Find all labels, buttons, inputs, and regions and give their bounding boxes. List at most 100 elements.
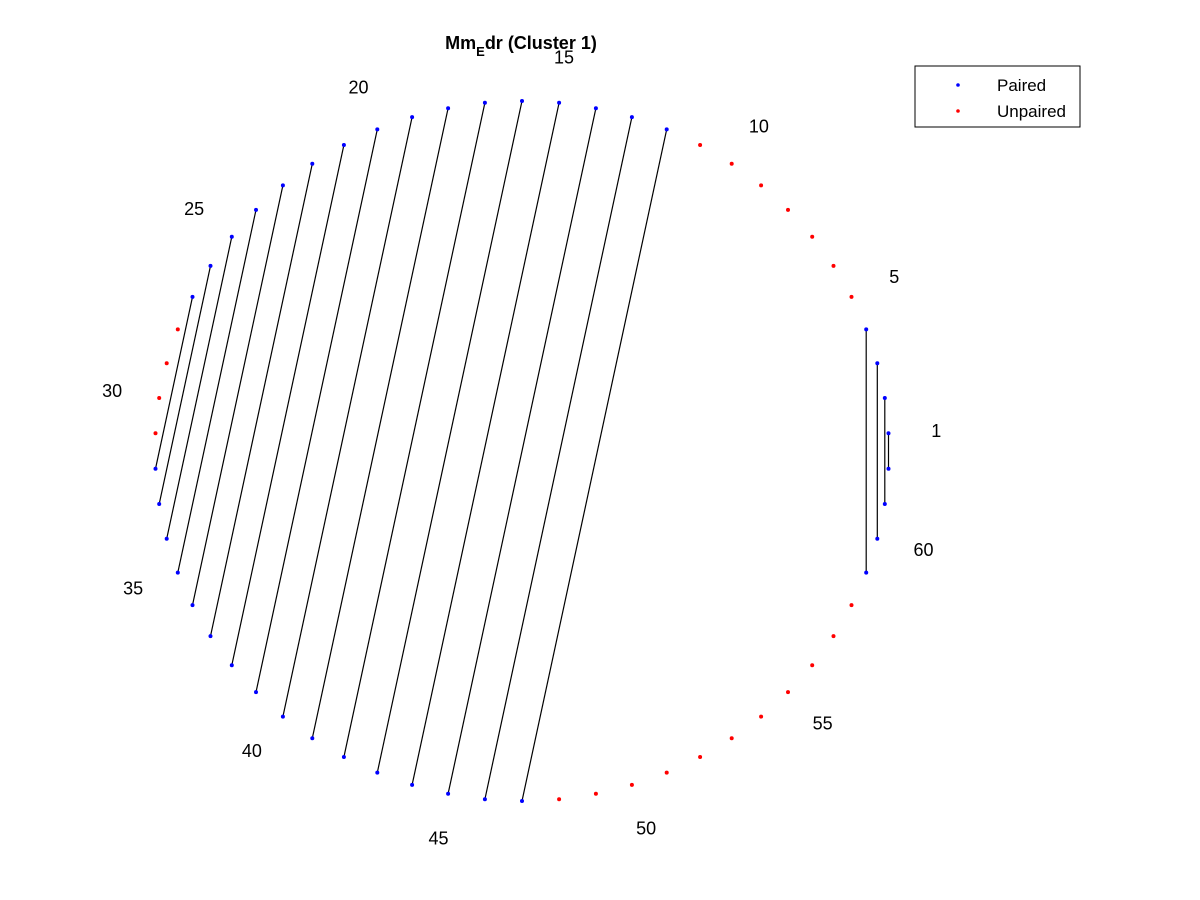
paired-point-3 <box>875 361 880 366</box>
paired-point-26 <box>208 263 213 268</box>
chart-title: MmEdr (Cluster 1) <box>445 33 597 59</box>
unpaired-point-48 <box>557 797 562 802</box>
position-label-20: 20 <box>348 78 368 98</box>
position-label-55: 55 <box>813 714 833 734</box>
pair-link-25-34 <box>166 236 233 539</box>
legend-marker-unpaired <box>956 109 960 113</box>
paired-point-22 <box>310 161 315 166</box>
unpaired-point-30 <box>157 396 162 400</box>
unpaired-point-28 <box>175 327 180 332</box>
paired-point-1 <box>886 431 891 436</box>
unpaired-point-8 <box>786 207 790 212</box>
unpaired-point-7 <box>810 234 815 239</box>
paired-point-46 <box>482 797 487 802</box>
unpaired-point-11 <box>698 143 703 147</box>
paired-point-2 <box>882 396 887 400</box>
paired-point-25 <box>229 234 234 239</box>
paired-point-36 <box>190 603 195 608</box>
unpaired-point-51 <box>664 770 669 775</box>
position-label-60: 60 <box>913 540 933 560</box>
paired-point-20 <box>375 127 380 132</box>
paired-point-47 <box>520 799 524 803</box>
position-label-5: 5 <box>889 267 899 287</box>
paired-point-12 <box>664 127 669 132</box>
unpaired-point-10 <box>729 161 734 166</box>
paired-point-4 <box>864 327 869 332</box>
position-label-30: 30 <box>102 381 122 401</box>
paired-point-38 <box>229 663 234 668</box>
paired-point-24 <box>254 207 258 212</box>
pair-link-22-37 <box>209 163 313 637</box>
pair-links <box>154 100 890 802</box>
paired-point-34 <box>164 536 169 541</box>
paired-point-14 <box>593 106 598 111</box>
pair-link-12-47 <box>521 129 668 802</box>
paired-point-42 <box>341 755 346 759</box>
paired-point-27 <box>190 294 195 299</box>
paired-point-62 <box>886 466 891 471</box>
position-label-15: 15 <box>554 48 574 68</box>
unpaired-point-55 <box>786 690 790 695</box>
position-label-10: 10 <box>749 116 769 136</box>
legend: Paired Unpaired <box>914 65 1081 128</box>
legend-marker-paired <box>956 83 960 87</box>
pair-link-20-39 <box>255 129 378 693</box>
paired-point-32 <box>153 466 158 471</box>
legend-label-paired: Paired <box>997 76 1046 95</box>
pair-link-17-42 <box>343 102 486 758</box>
position-label-25: 25 <box>184 199 204 219</box>
paired-point-60 <box>875 536 880 541</box>
legend-box <box>914 65 1081 128</box>
pair-link-24-35 <box>177 209 257 573</box>
paired-point-45 <box>446 791 451 796</box>
pair-link-18-41 <box>311 108 449 739</box>
unpaired-point-29 <box>164 361 169 366</box>
paired-point-39 <box>254 690 258 695</box>
unpaired-point-5 <box>849 294 854 299</box>
pair-link-27-32 <box>154 296 194 469</box>
position-label-40: 40 <box>242 741 262 761</box>
unpaired-point-53 <box>729 736 734 741</box>
unpaired-point-54 <box>759 714 764 719</box>
paired-point-59 <box>864 570 869 575</box>
paired-point-15 <box>557 100 562 105</box>
unpaired-point-31 <box>153 431 158 436</box>
paired-point-33 <box>157 502 162 506</box>
paired-point-19 <box>410 115 415 120</box>
position-points <box>153 99 891 803</box>
pair-link-14-45 <box>447 108 597 794</box>
paired-point-37 <box>208 634 213 639</box>
legend-label-unpaired: Unpaired <box>997 102 1066 121</box>
position-label-50: 50 <box>636 818 656 838</box>
unpaired-point-56 <box>810 663 815 668</box>
pair-link-23-36 <box>191 185 284 606</box>
pair-link-13-46 <box>484 116 633 800</box>
pair-link-21-38 <box>231 144 345 666</box>
pair-link-15-44 <box>411 102 560 786</box>
paired-point-13 <box>629 115 634 120</box>
paired-point-16 <box>520 99 524 103</box>
pair-link-26-33 <box>158 265 212 505</box>
position-label-1: 1 <box>931 421 941 441</box>
position-label-35: 35 <box>123 578 143 598</box>
unpaired-point-6 <box>831 263 836 268</box>
unpaired-point-52 <box>698 755 703 759</box>
pair-link-16-43 <box>376 100 523 773</box>
paired-point-35 <box>175 570 180 575</box>
paired-point-18 <box>446 106 451 111</box>
paired-point-23 <box>280 183 285 188</box>
paired-point-17 <box>482 100 487 105</box>
unpaired-point-58 <box>849 603 854 608</box>
paired-point-61 <box>882 502 887 506</box>
unpaired-point-49 <box>593 791 598 796</box>
unpaired-point-50 <box>629 782 634 787</box>
paired-point-21 <box>341 143 346 147</box>
pair-link-19-40 <box>282 116 413 717</box>
paired-point-43 <box>375 770 380 775</box>
unpaired-point-9 <box>759 183 764 188</box>
paired-point-44 <box>410 782 415 787</box>
paired-point-41 <box>310 736 315 741</box>
position-label-45: 45 <box>428 828 448 848</box>
